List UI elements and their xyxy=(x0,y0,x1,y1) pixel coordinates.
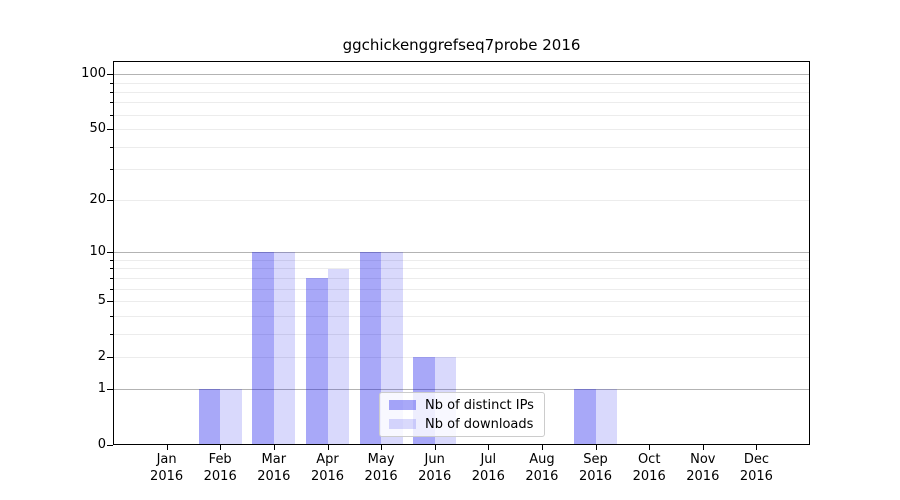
gridline-minor xyxy=(113,316,810,317)
x-tick-mark xyxy=(381,445,383,450)
y-tick-label: 2 xyxy=(97,349,106,364)
y-minor-tick-mark xyxy=(110,268,113,269)
y-minor-tick-mark xyxy=(110,147,113,148)
gridline-minor xyxy=(113,278,810,279)
x-tick-label: Jul 2016 xyxy=(471,452,505,484)
y-tick-label: 10 xyxy=(89,244,106,259)
bar xyxy=(359,252,382,445)
x-tick-mark xyxy=(649,445,651,450)
x-tick-label: Aug 2016 xyxy=(525,452,559,484)
x-tick-label: May 2016 xyxy=(364,452,398,484)
y-minor-tick-mark xyxy=(110,301,113,302)
y-tick-mark xyxy=(107,252,113,253)
gridline-minor xyxy=(113,260,810,261)
y-minor-tick-mark xyxy=(110,169,113,170)
gridline-minor xyxy=(113,200,810,201)
x-tick-mark xyxy=(541,445,543,450)
plot-area-frame xyxy=(113,61,810,445)
gridline-minor xyxy=(113,147,810,148)
y-minor-tick-mark xyxy=(110,115,113,116)
gridline-minor xyxy=(113,268,810,269)
bar xyxy=(273,252,296,445)
x-tick-mark xyxy=(220,445,222,450)
gridline-minor xyxy=(113,357,810,358)
x-tick-label: Jan 2016 xyxy=(150,452,184,484)
x-tick-mark xyxy=(488,445,490,450)
x-tick-label: Dec 2016 xyxy=(739,452,773,484)
y-minor-tick-mark xyxy=(110,334,113,335)
y-tick-label: 100 xyxy=(81,66,106,81)
y-tick-mark xyxy=(107,389,113,390)
x-tick-mark xyxy=(273,445,275,450)
x-tick-label: Sep 2016 xyxy=(578,452,613,484)
bar xyxy=(198,389,221,445)
bar xyxy=(306,277,328,445)
y-minor-tick-mark xyxy=(110,200,113,201)
x-tick-mark xyxy=(595,445,597,450)
legend-label-distinct-ips: Nb of distinct IPs xyxy=(425,397,534,413)
x-tick-mark xyxy=(756,445,758,450)
gridline-minor xyxy=(113,83,810,84)
gridline-minor xyxy=(113,334,810,335)
bar xyxy=(327,268,349,445)
legend-label-downloads: Nb of downloads xyxy=(425,416,534,432)
bar xyxy=(574,389,596,445)
legend-swatch-downloads xyxy=(389,419,416,429)
gridline-minor xyxy=(113,102,810,103)
y-tick-label: 1 xyxy=(97,381,106,396)
y-tick-label: 0 xyxy=(97,437,106,452)
y-minor-tick-mark xyxy=(110,92,113,93)
y-tick-label: 5 xyxy=(97,293,106,308)
gridline-minor xyxy=(113,92,810,93)
legend-entry-downloads: Nb of downloads xyxy=(389,417,535,432)
gridline-major xyxy=(113,389,810,390)
x-tick-label: Oct 2016 xyxy=(632,452,666,484)
x-tick-label: Apr 2016 xyxy=(310,452,345,484)
x-tick-label: Mar 2016 xyxy=(257,452,291,484)
gridline-minor xyxy=(113,129,810,130)
y-tick-mark xyxy=(107,74,113,75)
x-tick-mark xyxy=(702,445,704,450)
y-minor-tick-mark xyxy=(110,289,113,290)
x-tick-label: Feb 2016 xyxy=(203,452,237,484)
bar xyxy=(220,389,242,445)
gridline-minor xyxy=(113,115,810,116)
y-tick-label: 50 xyxy=(89,121,106,136)
y-minor-tick-mark xyxy=(110,129,113,130)
x-tick-mark xyxy=(166,445,168,450)
gridline-minor xyxy=(113,289,810,290)
x-tick-label: Jun 2016 xyxy=(418,452,452,484)
y-tick-label: 20 xyxy=(89,192,106,207)
y-minor-tick-mark xyxy=(110,260,113,261)
gridline-minor xyxy=(113,169,810,170)
gridline-minor xyxy=(113,301,810,302)
bar xyxy=(595,389,617,445)
legend-swatch-distinct-ips xyxy=(389,400,416,410)
bar xyxy=(252,252,274,445)
y-minor-tick-mark xyxy=(110,278,113,279)
legend-entry-distinct-ips: Nb of distinct IPs xyxy=(389,398,535,413)
legend: Nb of distinct IPs Nb of downloads xyxy=(379,392,545,437)
gridline-major xyxy=(113,74,810,75)
gridline-major xyxy=(113,252,810,253)
x-tick-label: Nov 2016 xyxy=(686,452,720,484)
x-tick-mark xyxy=(434,445,436,450)
x-tick-mark xyxy=(327,445,329,450)
y-minor-tick-mark xyxy=(110,357,113,358)
y-minor-tick-mark xyxy=(110,316,113,317)
y-tick-mark xyxy=(107,445,113,446)
y-minor-tick-mark xyxy=(110,83,113,84)
chart-title: ggchickenggrefseq7probe 2016 xyxy=(342,36,581,54)
y-minor-tick-mark xyxy=(110,102,113,103)
